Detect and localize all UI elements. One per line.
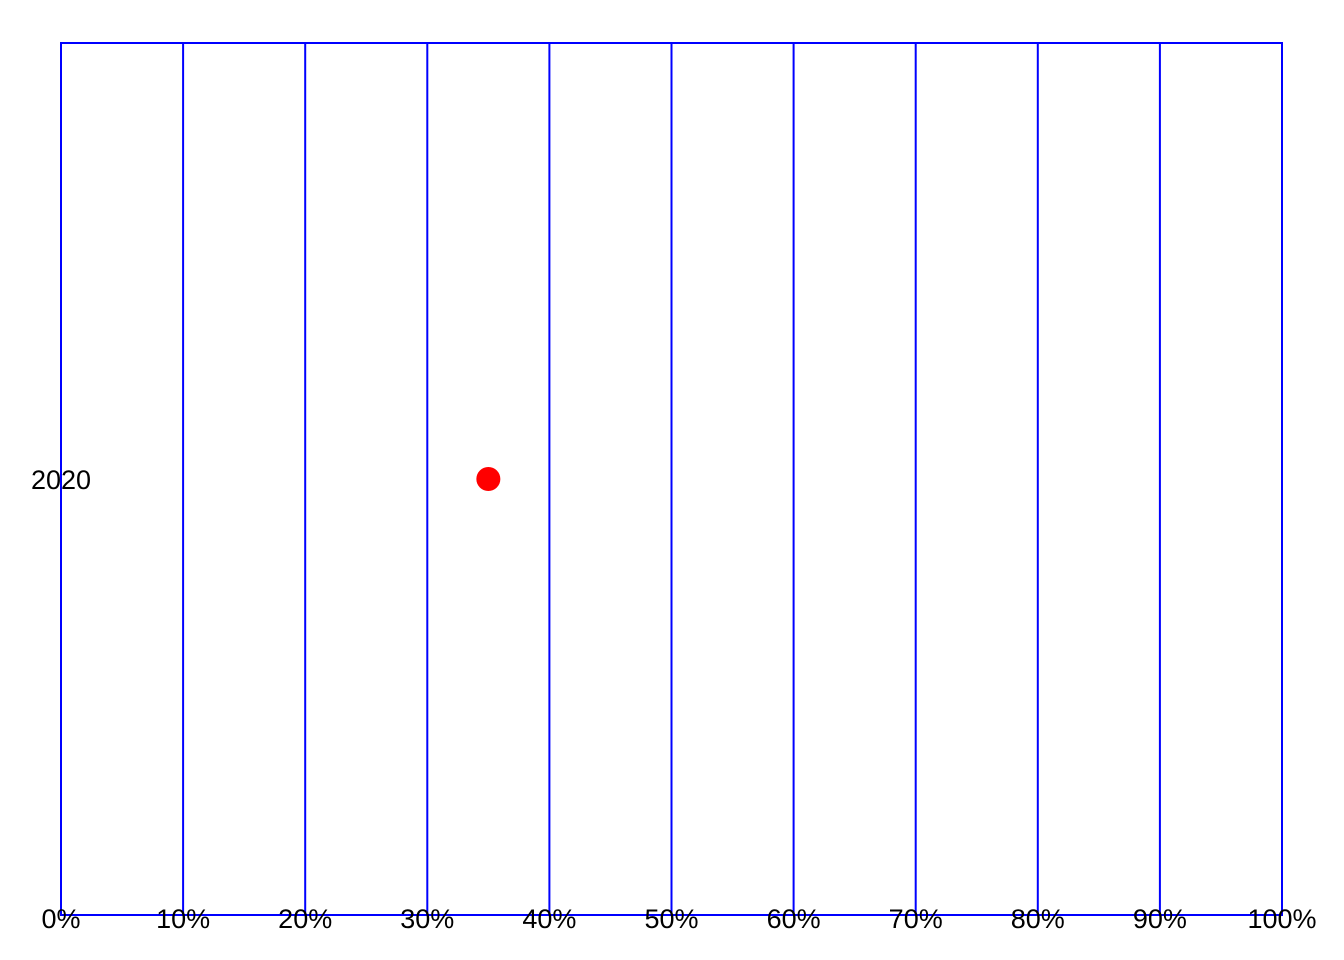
data-point [476,467,501,491]
x-tick-label: 40% [522,904,576,934]
y-category-label: 2020 [31,465,91,495]
x-tick-label: 20% [278,904,332,934]
x-tick-labels: 0% 10% 20% 30% 40% 50% 60% 70% 80% 90% 100% [41,904,1316,934]
gridlines [60,43,1283,915]
data-points [476,467,501,491]
category-labels: 2020 [31,465,91,495]
x-tick-label: 70% [889,904,943,934]
x-tick-label: 80% [1011,904,1065,934]
x-tick-label: 0% [41,904,80,934]
x-tick-label: 10% [156,904,210,934]
x-tick-label: 30% [400,904,454,934]
x-tick-label: 90% [1133,904,1187,934]
x-tick-label: 60% [767,904,821,934]
x-tick-label: 50% [644,904,698,934]
plot-frame [60,42,1283,916]
x-tick-label: 100% [1247,904,1316,934]
